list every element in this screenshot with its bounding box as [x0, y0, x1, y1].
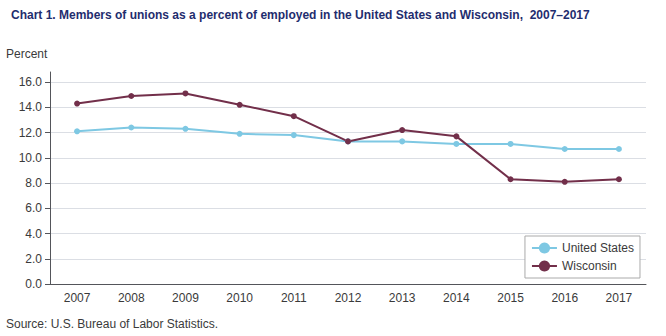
svg-text:Source: U.S. Bureau of Labor S: Source: U.S. Bureau of Labor Statistics. — [6, 317, 218, 331]
svg-text:4.0: 4.0 — [25, 227, 42, 241]
svg-text:2013: 2013 — [389, 291, 416, 305]
svg-text:0.0: 0.0 — [25, 277, 42, 291]
svg-text:2017: 2017 — [606, 291, 633, 305]
svg-text:2007: 2007 — [64, 291, 91, 305]
svg-text:2015: 2015 — [497, 291, 524, 305]
svg-text:United States: United States — [562, 241, 634, 255]
svg-text:2014: 2014 — [443, 291, 470, 305]
svg-text:Percent: Percent — [6, 47, 48, 61]
svg-text:10.0: 10.0 — [19, 151, 43, 165]
svg-text:2010: 2010 — [226, 291, 253, 305]
svg-text:8.0: 8.0 — [25, 176, 42, 190]
svg-text:12.0: 12.0 — [19, 126, 43, 140]
svg-text:2.0: 2.0 — [25, 252, 42, 266]
svg-text:14.0: 14.0 — [19, 100, 43, 114]
svg-text:2016: 2016 — [551, 291, 578, 305]
svg-text:6.0: 6.0 — [25, 201, 42, 215]
svg-text:Chart 1. Members of unions as: Chart 1. Members of unions as a percent … — [11, 8, 590, 22]
svg-text:2011: 2011 — [281, 291, 307, 305]
svg-text:2009: 2009 — [172, 291, 199, 305]
svg-text:Wisconsin: Wisconsin — [562, 259, 617, 273]
svg-text:2008: 2008 — [118, 291, 145, 305]
svg-text:2012: 2012 — [335, 291, 362, 305]
svg-text:16.0: 16.0 — [19, 75, 43, 89]
